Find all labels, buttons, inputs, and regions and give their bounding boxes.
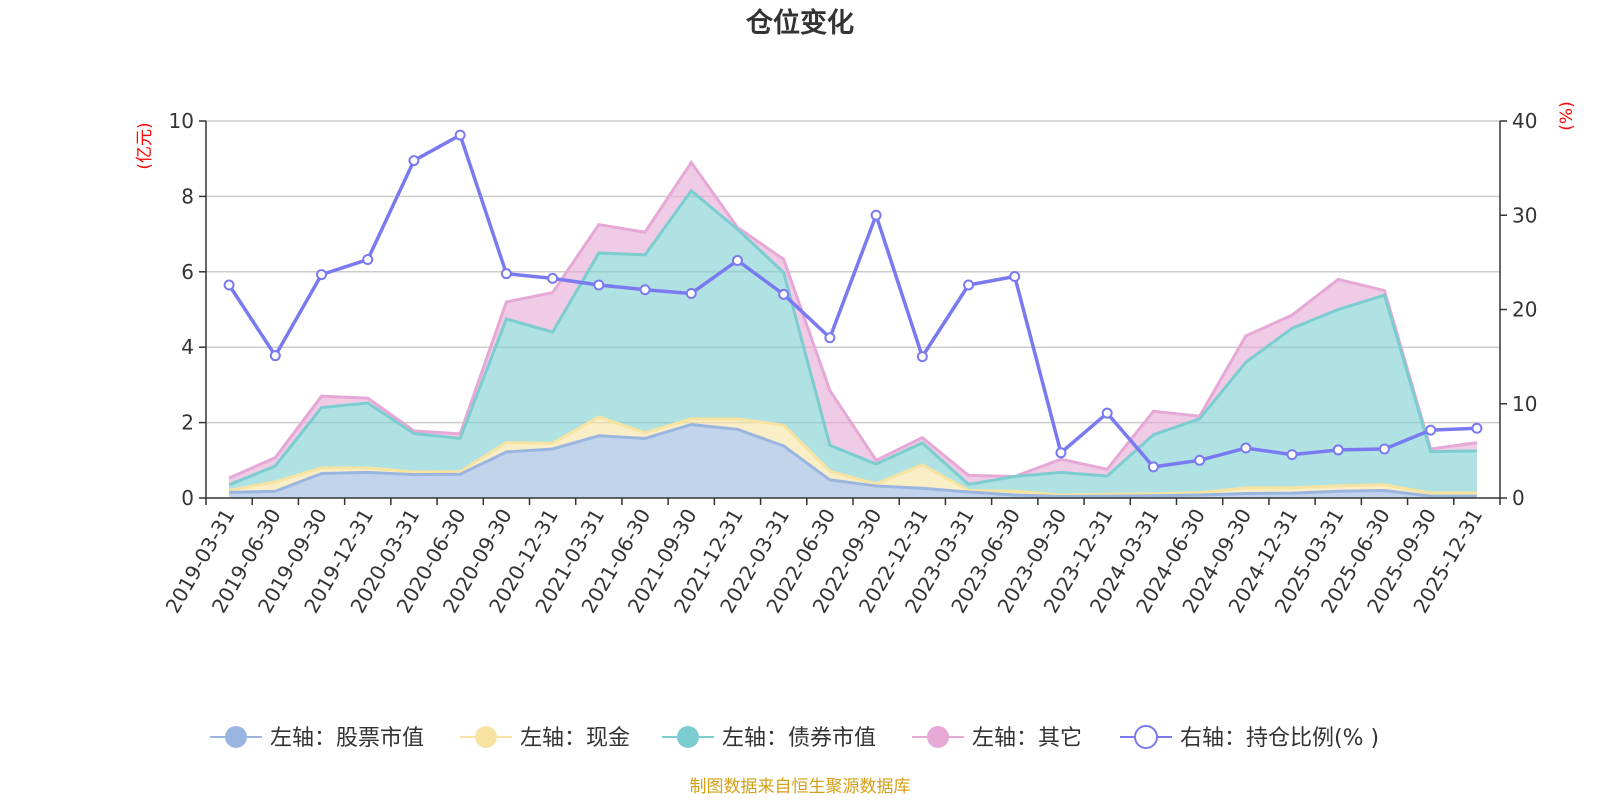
- right-y-tick-label: 40: [1512, 109, 1537, 133]
- left-y-tick-label: 8: [181, 184, 194, 208]
- legend-label-bond: 左轴：债券市值: [722, 726, 876, 751]
- ratio-point[interactable]: [547, 272, 559, 284]
- area-outline: [228, 188, 1477, 487]
- left-y-tick-label: 6: [181, 260, 194, 284]
- ratio-point[interactable]: [593, 279, 605, 291]
- chart-title: 仓位变化: [745, 7, 854, 39]
- legend-label-other: 左轴：其它: [972, 726, 1082, 751]
- right-y-tick-label: 0: [1512, 486, 1525, 510]
- area-fill: [229, 424, 1477, 498]
- ratio-point[interactable]: [778, 288, 790, 300]
- legend: 左轴：股票市值 左轴：现金 左轴：债券市值 左轴：其它 右轴：持仓比例(% ): [210, 725, 1379, 751]
- ratio-point[interactable]: [1194, 454, 1206, 466]
- ratio-point[interactable]: [362, 254, 374, 266]
- left-y-tick-label: 0: [181, 486, 194, 510]
- area-series-左轴：债券市值: [228, 188, 1477, 495]
- legend-item-stock[interactable]: 左轴：股票市值: [210, 726, 424, 751]
- ratio-line-series: [223, 129, 1483, 473]
- legend-item-bond[interactable]: 左轴：债券市值: [662, 726, 876, 751]
- area-series-左轴：现金: [228, 415, 1477, 497]
- right-y-tick-label: 30: [1512, 203, 1537, 227]
- ratio-point[interactable]: [639, 284, 651, 296]
- area-outline: [228, 159, 1478, 480]
- ratio-point[interactable]: [408, 155, 420, 167]
- ratio-point[interactable]: [1425, 424, 1437, 436]
- ratio-point[interactable]: [1240, 442, 1252, 454]
- ratio-point[interactable]: [731, 254, 743, 266]
- left-y-tick-label: 2: [181, 411, 194, 435]
- right-axis-unit: (%): [1557, 101, 1577, 130]
- right-y-tick-label: 10: [1512, 392, 1537, 416]
- ratio-point[interactable]: [916, 351, 928, 363]
- ratio-point[interactable]: [1101, 407, 1113, 419]
- ratio-point[interactable]: [1378, 443, 1390, 455]
- area-fill: [229, 190, 1477, 495]
- ratio-point[interactable]: [316, 269, 328, 281]
- legend-label-stock: 左轴：股票市值: [270, 726, 424, 751]
- left-y-tick-label: 10: [169, 109, 194, 133]
- ratio-point[interactable]: [223, 279, 235, 291]
- legend-item-ratio[interactable]: 右轴：持仓比例(% ): [1120, 725, 1379, 751]
- legend-label-cash: 左轴：现金: [520, 726, 630, 751]
- area-outline: [228, 415, 1477, 497]
- stacked-areas: [228, 159, 1478, 498]
- right-y-tick-label: 20: [1512, 298, 1537, 322]
- legend-item-other[interactable]: 左轴：其它: [912, 726, 1082, 751]
- area-series-左轴：股票市值: [229, 422, 1477, 498]
- ratio-line: [227, 133, 1477, 469]
- legend-item-cash[interactable]: 左轴：现金: [460, 726, 630, 751]
- legend-label-ratio: 右轴：持仓比例(% ): [1180, 726, 1379, 751]
- data-source-note: 制图数据来自恒生聚源数据库: [690, 777, 911, 797]
- area-fill: [229, 416, 1477, 497]
- ratio-point[interactable]: [1055, 447, 1067, 459]
- ratio-point[interactable]: [454, 129, 466, 141]
- ratio-point[interactable]: [824, 332, 836, 344]
- ratio-point[interactable]: [269, 350, 281, 362]
- ratio-point[interactable]: [500, 268, 512, 280]
- ratio-point[interactable]: [1471, 422, 1483, 434]
- ratio-point[interactable]: [685, 287, 697, 299]
- ratio-point[interactable]: [963, 279, 975, 291]
- ratio-point[interactable]: [1147, 461, 1159, 473]
- area-series-左轴：其它: [228, 159, 1478, 485]
- area-outline: [229, 422, 1477, 498]
- ratio-point[interactable]: [1009, 271, 1021, 283]
- left-axis-unit: (亿元): [135, 122, 155, 169]
- ratio-point[interactable]: [1286, 449, 1298, 461]
- ratio-point[interactable]: [1332, 444, 1344, 456]
- left-y-tick-label: 4: [181, 335, 194, 359]
- ratio-point[interactable]: [870, 209, 882, 221]
